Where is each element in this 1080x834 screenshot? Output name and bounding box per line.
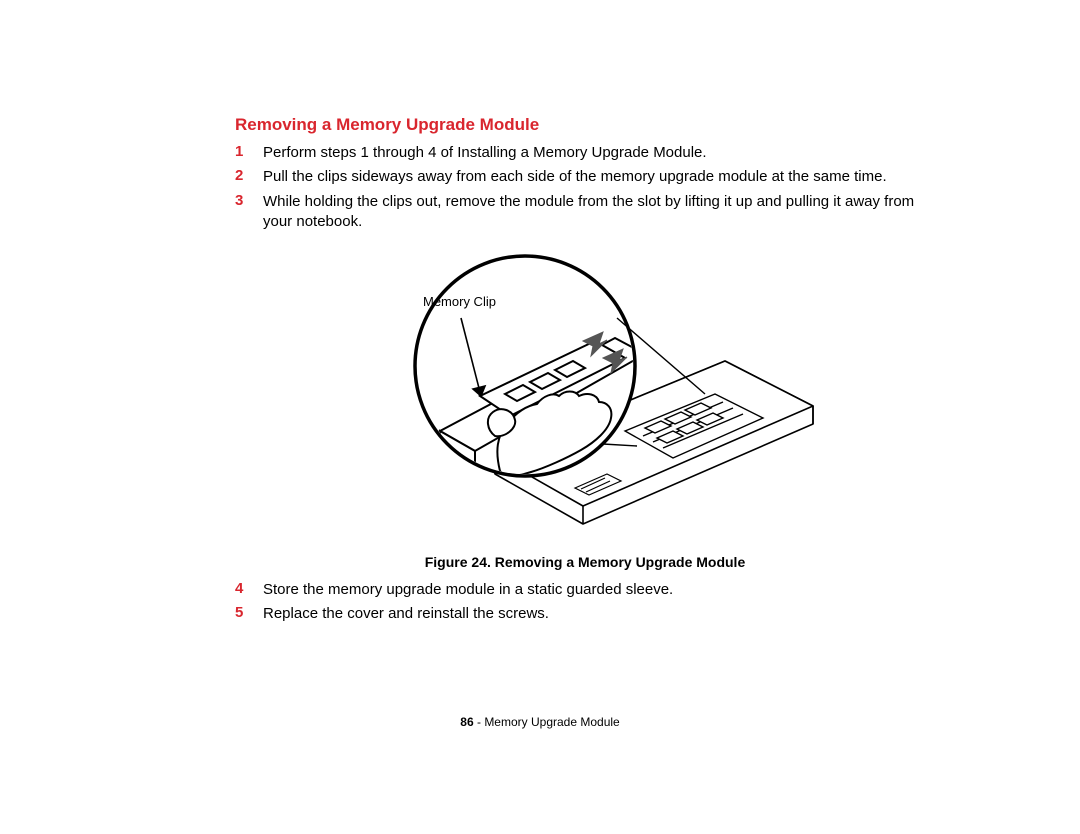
step-number: 2: [235, 167, 249, 184]
step-text: Replace the cover and reinstall the scre…: [263, 604, 549, 624]
steps-list-bottom: 4 Store the memory upgrade module in a s…: [235, 580, 935, 625]
step-number: 5: [235, 604, 249, 621]
step-row: 1 Perform steps 1 through 4 of Installin…: [235, 143, 935, 163]
step-row: 3 While holding the clips out, remove th…: [235, 192, 935, 233]
section-heading: Removing a Memory Upgrade Module: [235, 115, 935, 135]
figure-illustration: Memory Clip: [345, 246, 825, 546]
step-text: Store the memory upgrade module in a sta…: [263, 580, 673, 600]
footer-dash: -: [474, 715, 485, 729]
figure-label-memory-clip: Memory Clip: [423, 294, 496, 309]
document-page: Removing a Memory Upgrade Module 1 Perfo…: [0, 0, 1080, 834]
step-row: 5 Replace the cover and reinstall the sc…: [235, 604, 935, 624]
step-number: 1: [235, 143, 249, 160]
step-text: Pull the clips sideways away from each s…: [263, 167, 887, 187]
figure-area: Memory Clip Figure 24. Removing a Memory…: [235, 246, 935, 570]
figure-caption: Figure 24. Removing a Memory Upgrade Mod…: [425, 554, 746, 570]
step-number: 4: [235, 580, 249, 597]
page-footer: 86 - Memory Upgrade Module: [0, 715, 1080, 729]
step-text: While holding the clips out, remove the …: [263, 192, 935, 233]
footer-section: Memory Upgrade Module: [484, 715, 619, 729]
step-row: 4 Store the memory upgrade module in a s…: [235, 580, 935, 600]
page-number: 86: [460, 715, 473, 729]
step-text: Perform steps 1 through 4 of Installing …: [263, 143, 707, 163]
step-number: 3: [235, 192, 249, 209]
step-row: 2 Pull the clips sideways away from each…: [235, 167, 935, 187]
steps-list-top: 1 Perform steps 1 through 4 of Installin…: [235, 143, 935, 232]
